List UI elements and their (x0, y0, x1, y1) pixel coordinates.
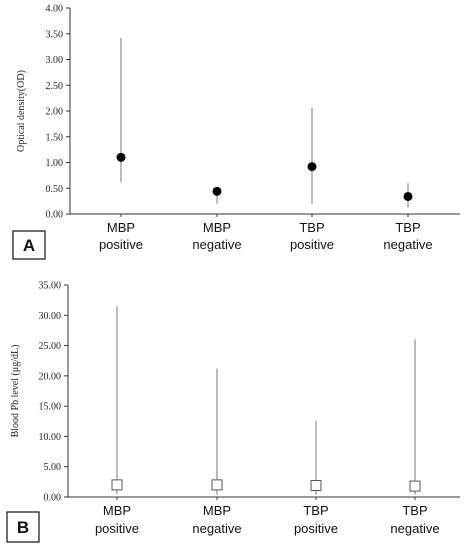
y-tick-label: 0.00 (46, 210, 64, 221)
y-tick-label: 20.00 (39, 371, 62, 382)
category-label: TBP (402, 503, 427, 518)
panel-label: A (23, 236, 35, 255)
category-label: positive (294, 521, 338, 536)
category-label: TBP (395, 220, 420, 235)
y-axis-label: Optical density(OD) (16, 70, 27, 152)
y-tick-label: 1.00 (46, 158, 64, 169)
y-tick-label: 5.00 (44, 462, 62, 473)
y-tick-label: 0.50 (46, 184, 64, 195)
category-label: negative (192, 521, 241, 536)
y-tick-label: 10.00 (39, 432, 62, 443)
y-tick-label: 4.00 (46, 4, 64, 15)
y-tick-label: 1.50 (46, 132, 64, 143)
category-label: MBP (203, 220, 231, 235)
category-label: TBP (299, 220, 324, 235)
category-label: positive (290, 237, 334, 252)
category-label: TBP (303, 503, 328, 518)
category-label: negative (383, 237, 432, 252)
y-tick-label: 30.00 (39, 311, 62, 322)
category-label: positive (95, 521, 139, 536)
category-label: MBP (103, 503, 131, 518)
y-tick-label: 25.00 (39, 341, 62, 352)
y-tick-label: 2.50 (46, 81, 64, 92)
data-point (116, 152, 126, 162)
data-point (310, 479, 322, 491)
panel-label-box (12, 230, 46, 260)
y-tick-label: 15.00 (39, 402, 62, 413)
category-label: positive (99, 237, 143, 252)
y-tick-label: 0.00 (44, 493, 62, 504)
data-point (212, 186, 222, 196)
panel-label-box (6, 511, 40, 543)
panel-label: B (17, 518, 29, 537)
data-point (211, 479, 223, 491)
data-point (111, 479, 123, 491)
data-point (409, 480, 421, 492)
category-label: negative (390, 521, 439, 536)
y-tick-label: 35.00 (39, 281, 62, 292)
y-tick-label: 3.00 (46, 55, 64, 66)
category-label: MBP (107, 220, 135, 235)
y-tick-label: 2.00 (46, 107, 64, 118)
data-point (307, 162, 317, 172)
chart-panel-b: 0.00 5.00 10.00 15.00 20.00 25.00 30.00 35.00 Bl… (6, 281, 460, 543)
chart-panel-a: 0.00 0.50 1.00 1.50 2.00 2.50 3.00 3.50 4.00 Opti… (12, 4, 460, 260)
y-tick-label: 3.50 (46, 29, 64, 40)
category-label: MBP (203, 503, 231, 518)
category-label: negative (192, 237, 241, 252)
y-axis-label: Blood Pb level (μg/dL) (10, 345, 21, 438)
data-point (403, 191, 413, 201)
